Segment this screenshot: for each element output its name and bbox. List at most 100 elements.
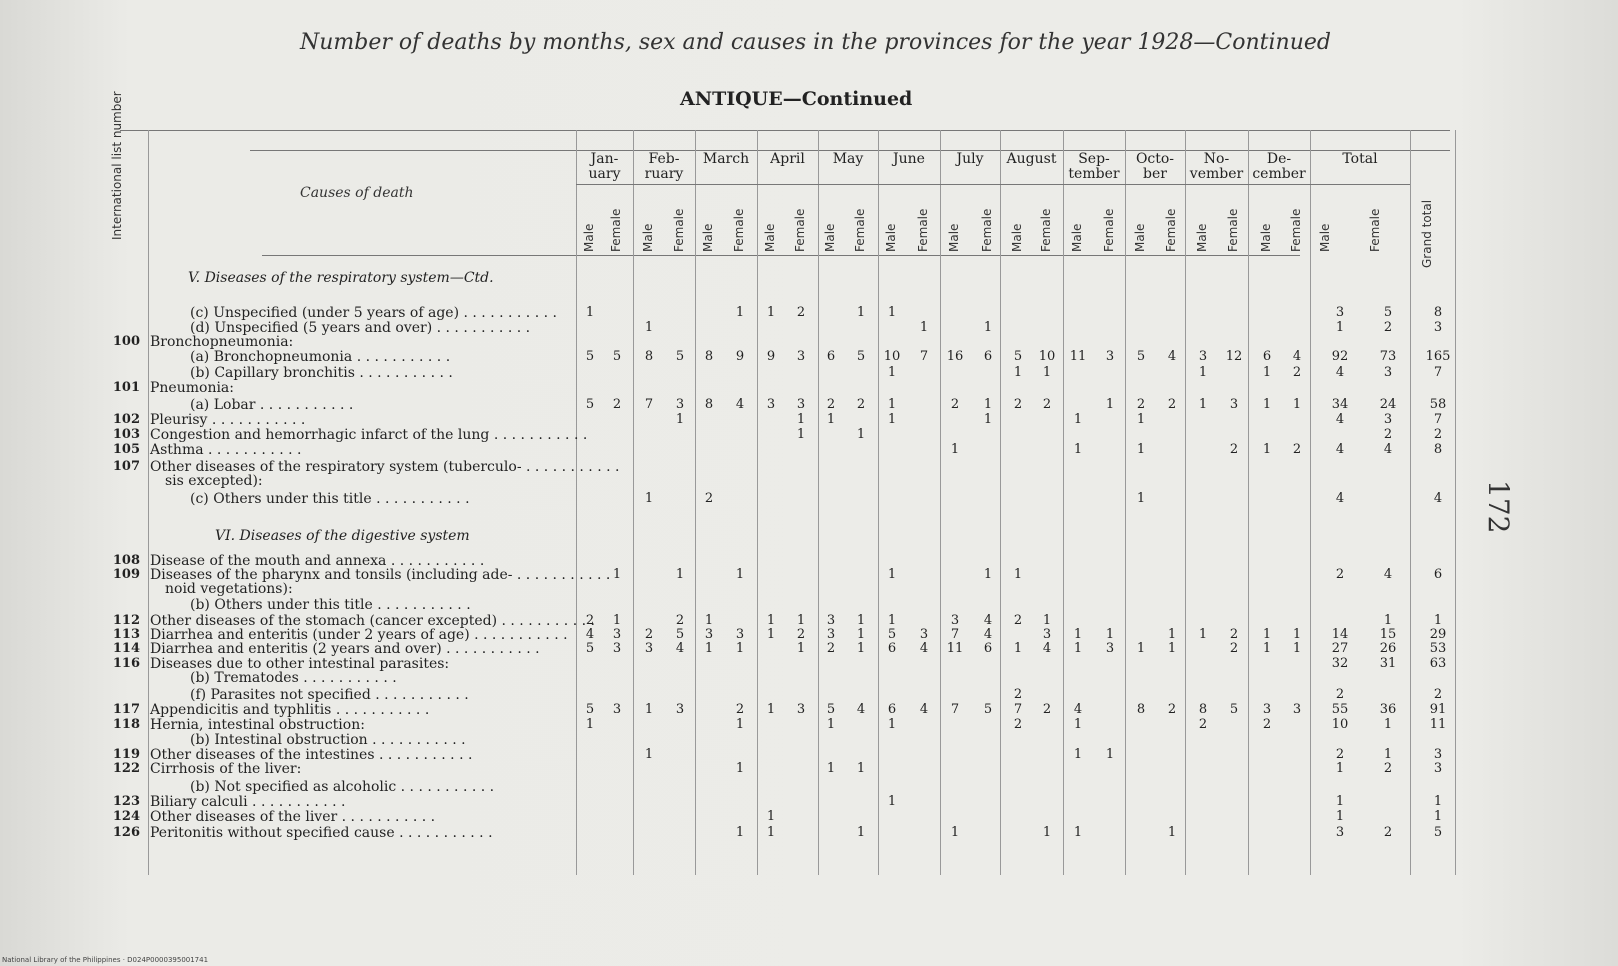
count-cell: 3 — [1262, 702, 1272, 717]
count-cell: 1 — [1262, 442, 1272, 457]
count-cell: 1 — [1167, 641, 1177, 656]
count-cell: 1 — [644, 491, 654, 506]
month-rule — [1063, 184, 1125, 185]
count-cell: 31 — [1379, 656, 1397, 671]
count-cell: 2 — [1383, 320, 1393, 335]
count-cell: 1 — [1073, 442, 1083, 457]
column-rule — [1248, 130, 1249, 875]
count-cell: 4 — [1433, 491, 1443, 506]
list-number: 123 — [112, 794, 140, 809]
female-subheader: Female — [672, 208, 686, 252]
male-subheader: Male — [701, 223, 715, 252]
page-number: 172 — [1482, 480, 1515, 534]
female-subheader: Female — [980, 208, 994, 252]
count-cell: 5 — [1433, 825, 1443, 840]
count-cell: 3 — [612, 702, 622, 717]
count-cell: 1 — [766, 627, 776, 642]
cause-label: Disease of the mouth and annexa . . . . … — [150, 553, 485, 569]
count-cell: 1 — [983, 412, 993, 427]
count-cell: 1 — [1105, 397, 1115, 412]
male-subheader: Male — [582, 223, 596, 252]
province-subtitle: ANTIQUE—Continued — [680, 88, 913, 110]
cause-label: (c) Unspecified (under 5 years of age) .… — [190, 305, 557, 321]
table-row: 123 Biliary calculi . . . . . . . . . . .… — [0, 794, 1618, 810]
month-rule — [576, 184, 633, 185]
month-header: No- vember — [1189, 151, 1244, 182]
count-cell: 6 — [887, 641, 897, 656]
count-cell: 3 — [1335, 825, 1345, 840]
footer-text: National Library of the Philippines · D0… — [2, 956, 209, 964]
count-cell: 1 — [887, 365, 897, 380]
cause-label: (b) Not specified as alcoholic . . . . .… — [190, 779, 495, 795]
count-cell: 3 — [1335, 305, 1345, 320]
count-cell: 1 — [1292, 397, 1302, 412]
list-number: 108 — [112, 553, 140, 568]
month-rule — [818, 184, 878, 185]
list-number: 126 — [112, 825, 140, 840]
count-cell: 3 — [766, 397, 776, 412]
count-cell: 1 — [983, 567, 993, 582]
cause-label: Peritonitis without specified cause . . … — [150, 825, 493, 841]
count-cell: 2 — [1136, 397, 1146, 412]
month-header: July — [956, 151, 984, 167]
count-cell: 3 — [796, 702, 806, 717]
count-cell: 3 — [675, 702, 685, 717]
count-cell: 6 — [983, 641, 993, 656]
cause-label: sis excepted): — [165, 473, 263, 489]
cause-label: Other diseases of the stomach (cancer ex… — [150, 613, 595, 629]
count-cell: 1 — [1335, 794, 1345, 809]
count-cell: 5 — [856, 349, 866, 364]
count-cell: 1 — [1013, 365, 1023, 380]
count-cell: 8 — [1433, 305, 1443, 320]
list-number: 116 — [112, 656, 140, 671]
count-cell: 1 — [585, 717, 595, 732]
male-subheader: Male — [1133, 223, 1147, 252]
cause-label: Diarrhea and enteritis (2 years and over… — [150, 641, 540, 657]
count-cell: 7 — [644, 397, 654, 412]
column-rule — [633, 130, 634, 875]
count-cell: 1 — [1383, 613, 1393, 628]
count-cell: 1 — [950, 442, 960, 457]
count-cell: 5 — [585, 641, 595, 656]
count-cell: 3 — [796, 349, 806, 364]
month-header: Total — [1342, 151, 1378, 167]
count-cell: 58 — [1429, 397, 1447, 412]
female-subheader: Female — [1289, 208, 1303, 252]
table-row: (a) Lobar . . . . . . . . . . . 5 2 7 3 8 4 3 3 2… — [0, 397, 1618, 413]
table-row: 109 Diseases of the pharynx and tonsils (… — [0, 567, 1618, 583]
count-cell: 29 — [1429, 627, 1447, 642]
count-cell: 2 — [704, 491, 714, 506]
count-cell: 14 — [1331, 627, 1349, 642]
count-cell: 2 — [1042, 702, 1052, 717]
count-cell: 4 — [919, 641, 929, 656]
count-cell: 1 — [1335, 320, 1345, 335]
count-cell: 7 — [919, 349, 929, 364]
female-subheader: Female — [916, 208, 930, 252]
count-cell: 1 — [796, 427, 806, 442]
count-cell: 5 — [585, 702, 595, 717]
table-row: 117 Appendicitis and typhlitis . . . . . … — [0, 702, 1618, 718]
cause-label: Pleurisy . . . . . . . . . . . — [150, 412, 306, 428]
count-cell: 7 — [1433, 412, 1443, 427]
count-cell: 3 — [675, 397, 685, 412]
count-cell: 1 — [856, 627, 866, 642]
table-row: 122 Cirrhosis of the liver: 1 1 1 1 2 3 — [0, 762, 1618, 777]
count-cell: 9 — [735, 349, 745, 364]
count-cell: 1 — [1136, 491, 1146, 506]
male-subheader: Male — [947, 223, 961, 252]
count-cell: 2 — [1229, 641, 1239, 656]
count-cell: 1 — [1262, 365, 1272, 380]
count-cell: 1 — [856, 613, 866, 628]
table-row: 113 Diarrhea and enteritis (under 2 years… — [0, 627, 1618, 643]
cause-label: (a) Lobar . . . . . . . . . . . — [190, 397, 354, 413]
count-cell: 1 — [1198, 365, 1208, 380]
count-cell: 4 — [983, 613, 993, 628]
count-cell: 6 — [826, 349, 836, 364]
month-header: June — [893, 151, 925, 167]
table-row: 105 Asthma . . . . . . . . . . . 1 1 1 2 1 2 4 4 8 — [0, 442, 1618, 458]
count-cell: 3 — [612, 627, 622, 642]
count-cell: 2 — [1292, 442, 1302, 457]
count-cell: 8 — [1136, 702, 1146, 717]
count-cell: 1 — [887, 397, 897, 412]
